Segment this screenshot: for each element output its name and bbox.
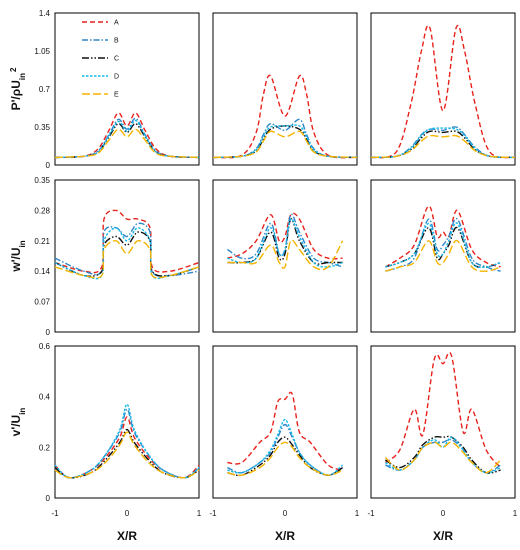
series-line-E	[370, 134, 516, 159]
panel-r3-c1	[54, 345, 200, 499]
panel-r1-c2	[212, 12, 358, 166]
y-tick-label: 0.2	[39, 443, 51, 452]
series-line-A	[370, 25, 516, 159]
series-line-A	[227, 391, 343, 471]
series-line-D	[227, 418, 344, 476]
x-axis-label: X/R	[117, 529, 137, 543]
series-line-A	[384, 351, 502, 469]
series-line-B	[385, 217, 501, 272]
panel-frame	[370, 179, 516, 333]
panel-r2-c3	[370, 179, 516, 333]
panel-frame	[212, 12, 358, 166]
y-axis-label-subscript: in	[18, 408, 27, 415]
series-line-E	[54, 240, 200, 279]
series-line-B	[227, 213, 343, 268]
series-line-D	[385, 222, 501, 269]
series-line-A	[54, 112, 200, 159]
series-line-E	[227, 441, 343, 477]
series-line-C	[54, 231, 200, 277]
x-tick-label: 1	[197, 509, 202, 518]
y-tick-label: 0.35	[34, 176, 50, 185]
x-tick-label: 1	[355, 509, 360, 518]
panel-frame	[370, 345, 516, 499]
panel-r2-c1	[54, 179, 200, 333]
series-line-E	[54, 431, 200, 479]
x-tick-label: 0	[283, 509, 288, 518]
series-line-C	[227, 218, 343, 265]
legend-label-C: C	[114, 56, 119, 63]
series-line-E	[54, 128, 200, 159]
series-line-D	[370, 127, 516, 159]
legend-label-D: D	[114, 74, 119, 81]
y-tick-label: 1.4	[39, 9, 51, 18]
y-axis-label-main: w'/U	[9, 247, 23, 272]
y-axis-label-superscript: 2	[9, 67, 18, 72]
series-line-B	[227, 423, 343, 476]
panel-frame	[370, 12, 516, 166]
y-tick-label: 1.05	[34, 47, 50, 56]
legend-label-A: A	[114, 20, 119, 27]
y-axis-label-subscript: in	[18, 240, 27, 247]
panel-r2-c2	[212, 179, 358, 333]
x-tick-label: 0	[125, 509, 130, 518]
series-line-A	[54, 416, 200, 479]
series-line-B	[54, 408, 200, 479]
series-line-C	[227, 436, 343, 477]
series-line-A	[212, 74, 358, 159]
y-tick-label: 0.28	[34, 206, 50, 215]
y-tick-label: 0.4	[39, 393, 51, 402]
y-tick-label: 0.21	[34, 237, 50, 246]
series-line-D	[227, 218, 343, 268]
legend-label-E: E	[114, 92, 119, 99]
series-line-D	[385, 436, 501, 474]
series-line-E	[212, 130, 358, 159]
y-tick-label: 0	[46, 328, 51, 337]
panel-frame	[54, 345, 200, 499]
y-tick-label: 0.7	[39, 85, 51, 94]
y-axis-label: v'/Uin	[9, 408, 27, 437]
x-tick-label: -1	[209, 509, 217, 518]
y-tick-label: 0.14	[34, 267, 50, 276]
y-tick-label: 0	[46, 494, 51, 503]
panel-r3-c3	[370, 345, 516, 499]
y-axis-label: w'/Uin	[9, 240, 27, 272]
series-line-A	[227, 212, 343, 260]
legend: A B C D E	[82, 20, 119, 99]
legend-label-B: B	[114, 38, 119, 45]
series-line-A	[54, 209, 200, 274]
x-tick-label: -1	[367, 509, 375, 518]
series-line-D	[212, 124, 358, 159]
panel-r3-c2	[212, 345, 358, 499]
x-axis-label: X/R	[275, 529, 295, 543]
series-line-E	[227, 239, 344, 271]
series-line-C	[385, 435, 501, 474]
y-axis-label-main: v'/U	[9, 415, 23, 437]
x-tick-label: -1	[51, 509, 59, 518]
panel-frame	[54, 12, 200, 166]
y-tick-label: 0.07	[34, 298, 50, 307]
y-axis-label-main: P'/ρU	[9, 80, 23, 110]
series-line-E	[385, 239, 501, 272]
x-tick-label: 1	[513, 509, 518, 518]
y-tick-label: 0.35	[34, 123, 50, 132]
series-line-B	[370, 126, 516, 159]
x-tick-label: 0	[441, 509, 446, 518]
panel-frame	[54, 179, 200, 333]
y-axis-label-subscript: in	[18, 73, 27, 80]
series-line-B	[54, 117, 200, 159]
panel-r1-c1	[54, 12, 200, 166]
x-axis-label: X/R	[433, 529, 453, 543]
panel-r1-c3	[370, 12, 516, 166]
y-tick-label: 0.6	[39, 342, 51, 351]
y-axis-label: P'/ρUin2	[9, 67, 27, 110]
y-tick-label: 0	[46, 161, 51, 170]
